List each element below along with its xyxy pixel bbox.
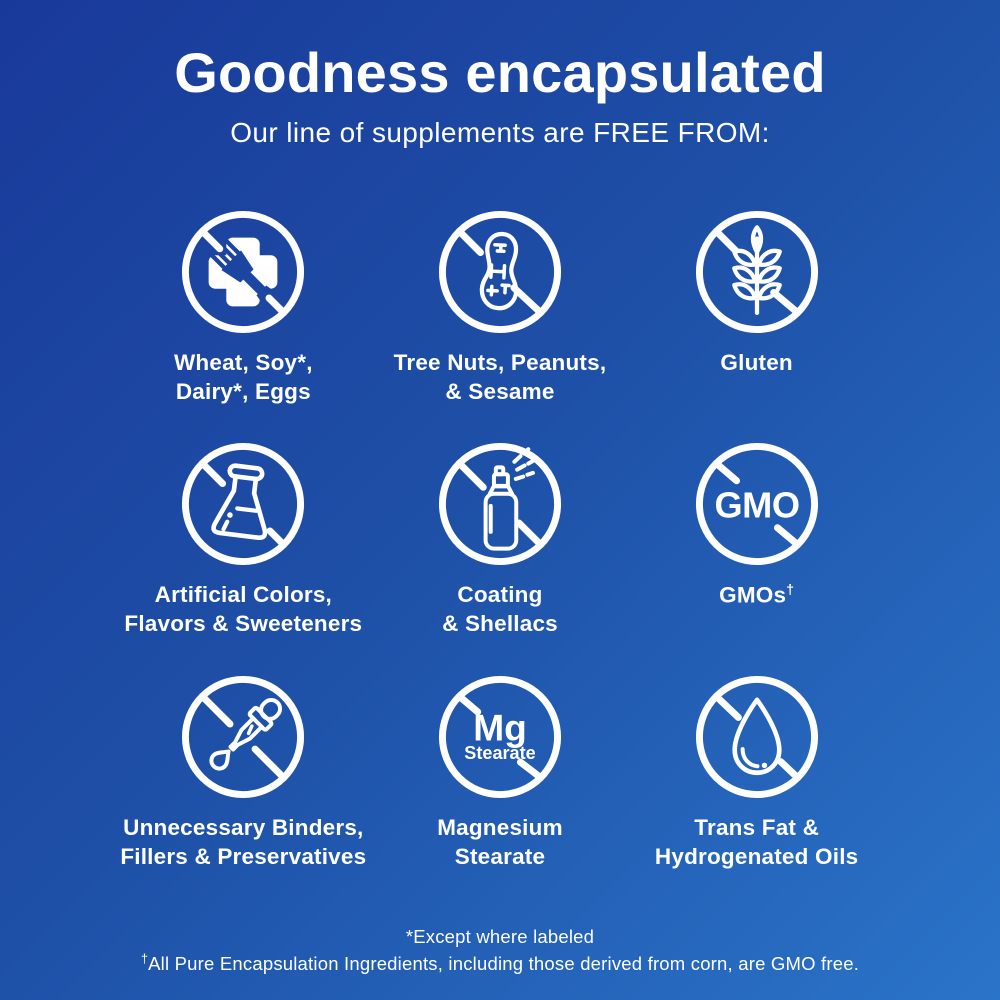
no-wheat-grain-icon	[695, 210, 818, 333]
label-line: & Sesame	[445, 378, 555, 404]
label-line: Hydrogenated Oils	[654, 843, 859, 869]
free-from-item-wheat-soy-dairy-eggs: Wheat, Soy*, Dairy*, Eggs	[115, 207, 372, 407]
item-label: Unnecessary Binders, Fillers & Preservat…	[120, 813, 366, 872]
no-gmo-icon: GMO	[695, 443, 818, 566]
item-label: Tree Nuts, Peanuts, & Sesame	[394, 348, 607, 407]
free-from-item-unnecessary-binders-fillers-preservatives: Unnecessary Binders, Fillers & Preservat…	[115, 672, 372, 872]
label-line: GMOs†	[719, 580, 794, 610]
label-line: Unnecessary Binders,	[123, 814, 364, 840]
no-medical-cross-fork-icon	[182, 210, 305, 333]
footnote-text: All Pure Encapsulation Ingredients, incl…	[148, 953, 860, 974]
no-oil-droplet-icon	[695, 675, 818, 798]
gmo-icon-text: GMO	[714, 485, 799, 526]
no-dropper-icon	[182, 675, 305, 798]
label-line: Flavors & Sweeteners	[124, 611, 363, 637]
footnote-gmo-free: †All Pure Encapsulation Ingredients, inc…	[0, 950, 1000, 977]
item-label: Coating & Shellacs	[442, 580, 558, 639]
label-line: Stearate	[454, 843, 546, 869]
label-line: Magnesium	[437, 814, 563, 840]
no-lab-flask-icon	[182, 443, 305, 566]
page-title: Goodness encapsulated	[174, 41, 826, 104]
label-line: Fillers & Preservatives	[120, 843, 367, 869]
label-line: Gluten	[720, 349, 793, 375]
item-label: Trans Fat & Hydrogenated Oils	[655, 813, 858, 872]
dagger-symbol: †	[786, 581, 795, 598]
item-label: GMOs†	[719, 580, 794, 610]
free-from-item-gmos: GMO GMOs†	[628, 439, 885, 639]
stearate-icon-text: Stearate	[464, 742, 535, 762]
item-label: Wheat, Soy*, Dairy*, Eggs	[174, 348, 313, 407]
label-line: Coating	[457, 582, 543, 608]
no-spray-can-icon	[438, 443, 562, 566]
free-from-grid: Wheat, Soy*, Dairy*, Eggs Tree Nuts, Pea…	[115, 207, 885, 872]
item-label: Gluten	[720, 348, 792, 377]
free-from-item-gluten: Gluten	[628, 207, 885, 407]
free-from-item-coating-shellacs: Coating & Shellacs	[372, 439, 629, 639]
label-line: Dairy*, Eggs	[175, 378, 311, 404]
free-from-item-artificial-colors-flavors-sweeteners: Artificial Colors, Flavors & Sweeteners	[115, 439, 372, 639]
item-label: Artificial Colors, Flavors & Sweeteners	[124, 580, 362, 639]
label-line: Tree Nuts, Peanuts,	[393, 349, 607, 375]
free-from-item-tree-nuts-peanuts-sesame: Tree Nuts, Peanuts, & Sesame	[372, 207, 629, 407]
footnotes: *Except where labeled †All Pure Encapsul…	[0, 923, 1000, 977]
no-mg-stearate-icon: Mg Stearate	[438, 675, 562, 798]
label-text: GMOs	[719, 582, 787, 608]
label-line: Trans Fat &	[694, 814, 820, 840]
no-peanut-icon	[438, 210, 562, 333]
mg-icon-text: Mg	[473, 706, 527, 748]
free-from-item-magnesium-stearate: Mg Stearate Magnesium Stearate	[372, 672, 629, 872]
footnote-except-where-labeled: *Except where labeled	[405, 925, 595, 947]
label-line: Wheat, Soy*,	[173, 349, 313, 375]
free-from-item-trans-fat-hydrogenated-oils: Trans Fat & Hydrogenated Oils	[628, 672, 885, 872]
page-subtitle: Our line of supplements are FREE FROM:	[230, 116, 770, 148]
header: Goodness encapsulated Our line of supple…	[0, 0, 1000, 149]
dagger-symbol: †	[140, 951, 149, 966]
label-line: & Shellacs	[442, 611, 558, 637]
label-line: Artificial Colors,	[154, 582, 333, 608]
item-label: Magnesium Stearate	[437, 813, 563, 872]
